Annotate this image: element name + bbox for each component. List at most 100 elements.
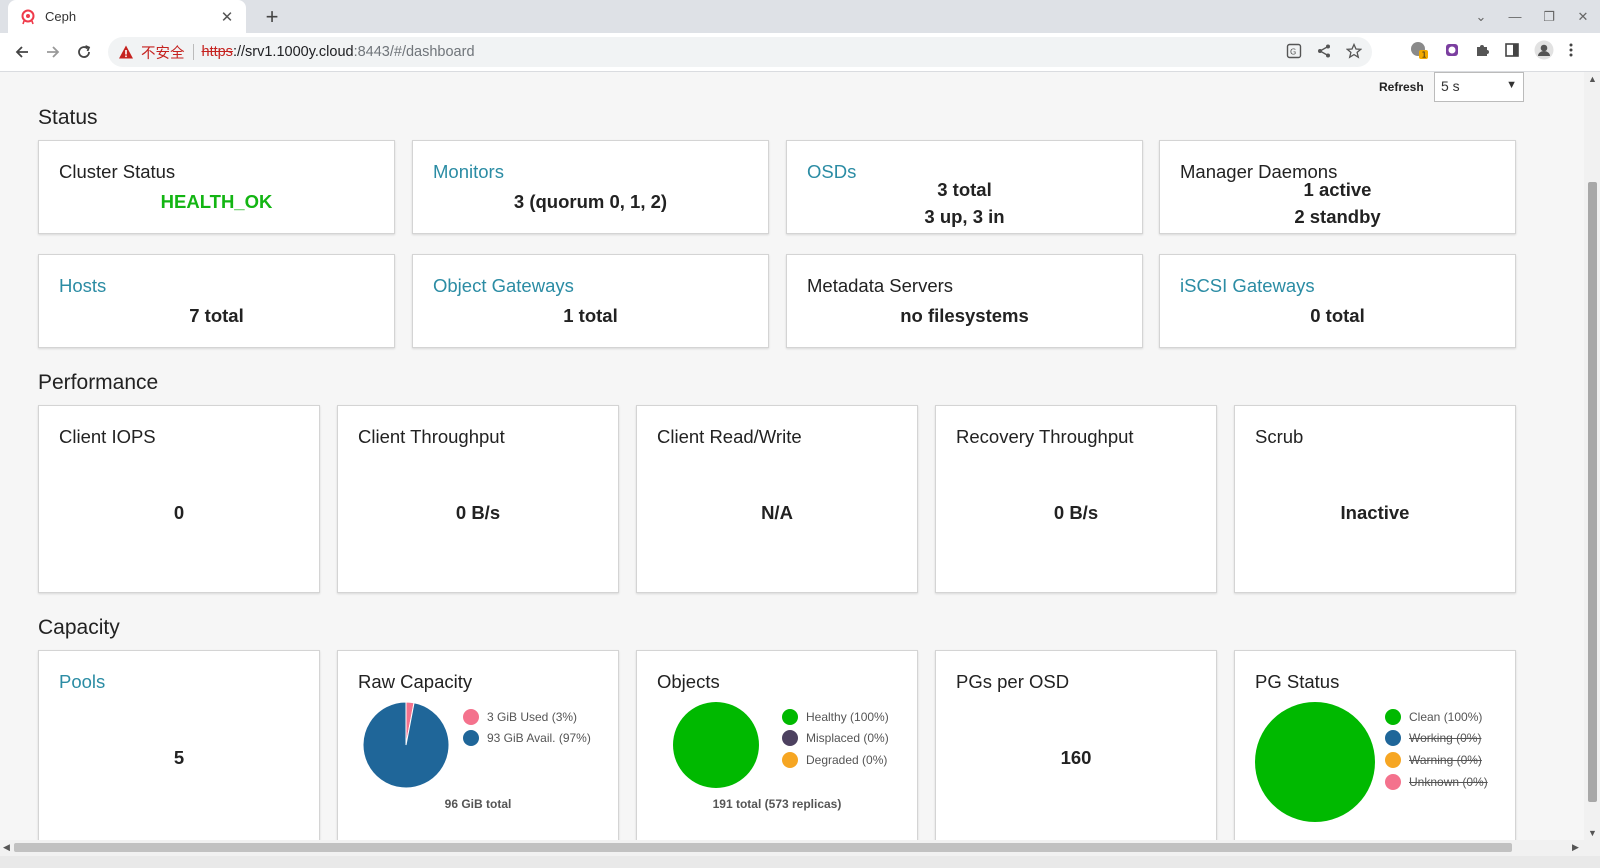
section-title-status: Status bbox=[38, 106, 98, 129]
back-arrow-icon[interactable] bbox=[8, 39, 36, 65]
new-tab-button[interactable]: + bbox=[265, 4, 279, 29]
refresh-interval-select[interactable]: 5 s ▼ bbox=[1434, 72, 1524, 102]
card-title: Client Read/Write bbox=[657, 426, 802, 447]
scrub-card: Scrub Inactive bbox=[1234, 405, 1516, 593]
legend-label: Degraded (0%) bbox=[806, 752, 888, 767]
monitors-link[interactable]: Monitors bbox=[433, 161, 504, 182]
legend-swatch bbox=[1385, 751, 1401, 768]
legend-swatch bbox=[782, 730, 798, 747]
scroll-down-arrow-icon[interactable]: ▼ bbox=[1588, 828, 1597, 838]
iscsi-gateways-card: iSCSI Gateways 0 total bbox=[1159, 254, 1516, 348]
object-gateways-value: 1 total bbox=[563, 305, 618, 326]
section-title-performance: Performance bbox=[38, 371, 159, 394]
reload-icon[interactable] bbox=[70, 39, 98, 65]
raw-capacity-pie-chart bbox=[363, 702, 449, 788]
legend-label: Clean (100%) bbox=[1409, 709, 1483, 724]
legend-swatch bbox=[463, 708, 479, 725]
legend-item[interactable]: Healthy (100%) bbox=[782, 706, 889, 728]
legend-item[interactable]: 3 GiB Used (3%) bbox=[463, 706, 591, 728]
pgs-per-osd-card: PGs per OSD 160 bbox=[935, 650, 1217, 840]
managers-standby-value: 2 standby bbox=[1294, 206, 1381, 227]
legend-swatch bbox=[782, 708, 798, 725]
pg-status-card: PG Status Clean (100%) Working (0%) Warn… bbox=[1234, 650, 1516, 840]
osds-total-value: 3 total bbox=[937, 179, 992, 200]
profile-avatar-icon[interactable] bbox=[1534, 40, 1554, 64]
legend-item[interactable]: 93 GiB Avail. (97%) bbox=[463, 728, 591, 750]
osds-link[interactable]: OSDs bbox=[807, 161, 857, 182]
refresh-interval-value: 5 s bbox=[1441, 78, 1460, 94]
window-bottom-edge bbox=[0, 856, 1600, 868]
address-bar[interactable]: 不安全 https://srv1.1000y.cloud:8443/#/dash… bbox=[108, 37, 1372, 67]
legend-item[interactable]: Degraded (0%) bbox=[782, 749, 889, 771]
legend-item[interactable]: Clean (100%) bbox=[1385, 706, 1488, 728]
vertical-scroll-thumb[interactable] bbox=[1588, 182, 1597, 802]
client-iops-card: Client IOPS 0 bbox=[38, 405, 320, 593]
pie-slice[interactable] bbox=[673, 702, 759, 788]
scroll-left-arrow-icon[interactable]: ◀ bbox=[3, 842, 10, 852]
hosts-value: 7 total bbox=[189, 305, 244, 326]
card-title: Client IOPS bbox=[59, 426, 156, 447]
tab-search-chevron-icon[interactable]: ⌄ bbox=[1475, 8, 1487, 24]
tab-title: Ceph bbox=[45, 9, 77, 24]
objects-legend: Healthy (100%) Misplaced (0%) Degraded (… bbox=[782, 706, 889, 771]
hosts-link[interactable]: Hosts bbox=[59, 275, 107, 296]
legend-label: Warning (0%) bbox=[1409, 752, 1482, 767]
object-gateways-link[interactable]: Object Gateways bbox=[433, 275, 574, 296]
objects-pie-chart bbox=[673, 702, 759, 788]
legend-swatch bbox=[1385, 773, 1401, 790]
raw-capacity-legend: 3 GiB Used (3%) 93 GiB Avail. (97%) bbox=[463, 706, 591, 749]
card-title: Raw Capacity bbox=[358, 671, 473, 692]
side-panel-icon[interactable] bbox=[1504, 42, 1520, 62]
scroll-right-arrow-icon[interactable]: ▶ bbox=[1572, 842, 1579, 852]
url-scheme: https bbox=[201, 44, 233, 60]
bookmark-star-icon[interactable] bbox=[1345, 42, 1363, 62]
share-icon[interactable] bbox=[1316, 43, 1332, 62]
iscsi-gateways-link[interactable]: iSCSI Gateways bbox=[1180, 275, 1315, 296]
monitors-card: Monitors 3 (quorum 0, 1, 2) bbox=[412, 140, 769, 234]
osds-up-in-value: 3 up, 3 in bbox=[924, 206, 1005, 227]
extension-badge-icon[interactable]: 1 bbox=[1410, 41, 1430, 63]
pie-slice[interactable] bbox=[363, 702, 449, 788]
warning-triangle-icon[interactable] bbox=[118, 44, 134, 60]
translate-icon[interactable]: G bbox=[1286, 43, 1302, 62]
pgs-per-osd-value: 160 bbox=[1060, 747, 1092, 768]
card-title: Cluster Status bbox=[59, 161, 176, 182]
horizontal-scrollbar[interactable]: ◀ ▶ bbox=[0, 840, 1600, 856]
url-path: :8443/#/dashboard bbox=[353, 44, 475, 60]
browser-tab[interactable]: Ceph ✕ bbox=[8, 0, 246, 33]
pie-slice[interactable] bbox=[1255, 702, 1375, 822]
pg-status-pie-chart bbox=[1255, 702, 1375, 822]
recovery-throughput-value: 0 B/s bbox=[1053, 502, 1099, 523]
insecure-label[interactable]: 不安全 bbox=[141, 45, 185, 62]
omnibox-divider bbox=[192, 44, 194, 60]
legend-swatch bbox=[1385, 730, 1401, 747]
horizontal-scroll-thumb[interactable] bbox=[14, 843, 1512, 852]
forward-arrow-icon[interactable] bbox=[39, 39, 67, 65]
pools-link[interactable]: Pools bbox=[59, 671, 106, 692]
cluster-status-card: Cluster Status HEALTH_OK bbox=[38, 140, 395, 234]
pools-card: Pools 5 bbox=[38, 650, 320, 840]
scroll-up-arrow-icon[interactable]: ▲ bbox=[1588, 74, 1597, 84]
recovery-throughput-card: Recovery Throughput 0 B/s bbox=[935, 405, 1217, 593]
extension-shield-icon[interactable] bbox=[1444, 42, 1460, 62]
metadata-servers-value: no filesystems bbox=[900, 305, 1029, 326]
ceph-favicon-icon bbox=[20, 9, 36, 25]
legend-item[interactable]: Misplaced (0%) bbox=[782, 728, 889, 750]
vertical-scrollbar[interactable]: ▲ ▼ bbox=[1584, 72, 1600, 840]
browser-menu-icon[interactable] bbox=[1568, 42, 1574, 62]
metadata-servers-card: Metadata Servers no filesystems bbox=[786, 254, 1143, 348]
client-iops-value: 0 bbox=[173, 502, 185, 523]
url-host: ://srv1.1000y.cloud bbox=[232, 44, 354, 60]
card-title: Manager Daemons bbox=[1180, 161, 1338, 182]
window-close-icon[interactable]: ✕ bbox=[1577, 8, 1589, 24]
legend-swatch bbox=[782, 751, 798, 768]
restore-icon[interactable]: ❐ bbox=[1543, 8, 1555, 24]
legend-item[interactable]: Working (0%) bbox=[1385, 728, 1488, 750]
minimize-icon[interactable]: — bbox=[1508, 9, 1522, 24]
manager-daemons-card: Manager Daemons 1 active 2 standby bbox=[1159, 140, 1516, 234]
tab-close-icon[interactable]: ✕ bbox=[220, 8, 234, 26]
extensions-puzzle-icon[interactable] bbox=[1474, 42, 1490, 62]
legend-item[interactable]: Unknown (0%) bbox=[1385, 771, 1488, 793]
browser-toolbar: 不安全 https://srv1.1000y.cloud:8443/#/dash… bbox=[0, 33, 1600, 72]
legend-item[interactable]: Warning (0%) bbox=[1385, 749, 1488, 771]
